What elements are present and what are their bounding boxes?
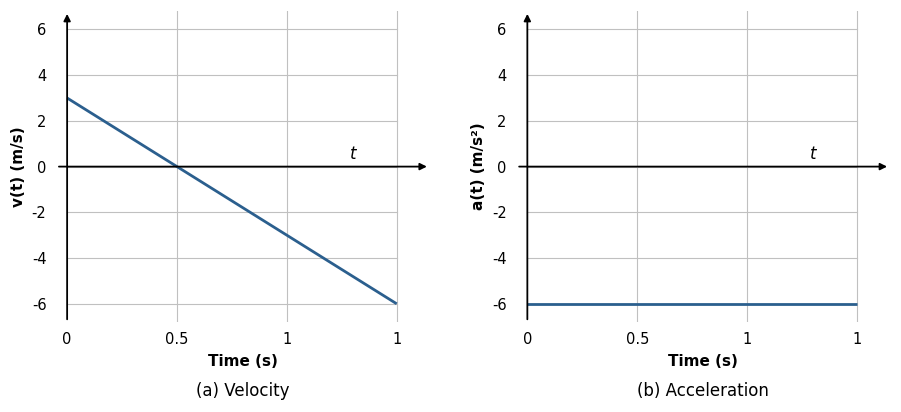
- Text: t: t: [810, 145, 816, 163]
- Text: t: t: [350, 145, 356, 163]
- Text: (a) Velocity: (a) Velocity: [196, 382, 289, 400]
- Y-axis label: v(t) (m/s): v(t) (m/s): [11, 126, 26, 207]
- X-axis label: Time (s): Time (s): [208, 354, 278, 369]
- X-axis label: Time (s): Time (s): [669, 354, 738, 369]
- Y-axis label: a(t) (m/s²): a(t) (m/s²): [471, 123, 487, 211]
- Text: (b) Acceleration: (b) Acceleration: [637, 382, 769, 400]
